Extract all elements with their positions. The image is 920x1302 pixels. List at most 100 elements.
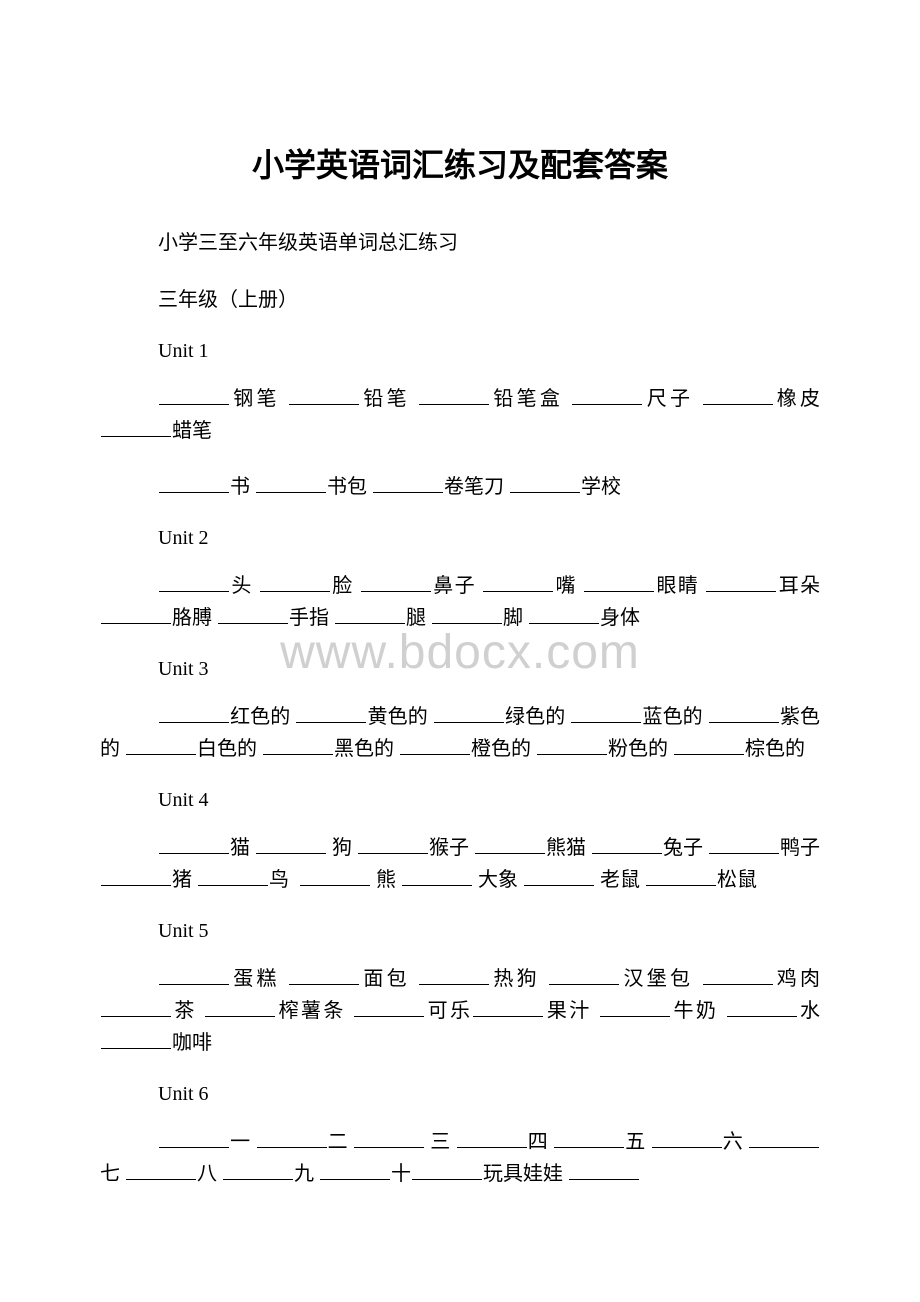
word: 黑色的	[334, 738, 394, 760]
blank-field[interactable]	[198, 885, 268, 886]
blank-field[interactable]	[537, 754, 607, 755]
blank-field[interactable]	[373, 492, 443, 493]
blank-field[interactable]	[101, 885, 171, 886]
blank-field[interactable]	[419, 404, 489, 405]
blank-field[interactable]	[400, 754, 470, 755]
word: 玩具娃娃	[483, 1163, 563, 1185]
blank-field[interactable]	[159, 853, 229, 854]
word-list: 猫 狗 猴子 熊猫 兔子 鸭子 猪 鸟 熊 大象 老鼠 松鼠	[100, 832, 820, 896]
blank-field[interactable]	[402, 885, 472, 886]
blank-field[interactable]	[571, 722, 641, 723]
blank-field[interactable]	[473, 1016, 543, 1017]
blank-field[interactable]	[554, 1147, 624, 1148]
word-list: 红色的 黄色的 绿色的 蓝色的 紫色的 白色的 黑色的 橙色的 粉色的 棕色的	[100, 701, 820, 765]
blank-field[interactable]	[205, 1016, 275, 1017]
blank-field[interactable]	[354, 1016, 424, 1017]
unit-label: Unit 2	[100, 527, 820, 550]
word: 九	[294, 1163, 314, 1185]
blank-field[interactable]	[584, 591, 654, 592]
word: 猪	[172, 869, 192, 891]
blank-field[interactable]	[263, 754, 333, 755]
blank-field[interactable]	[419, 984, 489, 985]
blank-field[interactable]	[218, 623, 288, 624]
blank-field[interactable]	[703, 984, 773, 985]
blank-field[interactable]	[703, 404, 773, 405]
blank-field[interactable]	[510, 492, 580, 493]
blank-field[interactable]	[549, 984, 619, 985]
word: 眼睛	[655, 575, 699, 597]
word: 绿色的	[505, 706, 565, 728]
blank-field[interactable]	[432, 623, 502, 624]
blank-field[interactable]	[749, 1147, 819, 1148]
blank-field[interactable]	[600, 1016, 670, 1017]
word: 茶	[172, 1000, 197, 1022]
blank-field[interactable]	[126, 1179, 196, 1180]
blank-field[interactable]	[354, 1147, 424, 1148]
blank-field[interactable]	[126, 754, 196, 755]
word: 狗	[332, 837, 352, 859]
blank-field[interactable]	[727, 1016, 797, 1017]
word: 松鼠	[717, 869, 757, 891]
word-list: 一 二 三 四 五 六 七 八 九 十玩具娃娃	[100, 1126, 820, 1190]
word: 果汁	[544, 1000, 591, 1022]
word: 黄色的	[367, 706, 427, 728]
blank-field[interactable]	[475, 853, 545, 854]
blank-field[interactable]	[320, 1179, 390, 1180]
unit-label: Unit 3	[100, 658, 820, 681]
word: 鼻子	[432, 575, 476, 597]
word: 棕色的	[745, 738, 805, 760]
blank-field[interactable]	[674, 754, 744, 755]
blank-field[interactable]	[289, 404, 359, 405]
blank-field[interactable]	[260, 591, 330, 592]
word: 可乐	[425, 1000, 472, 1022]
blank-field[interactable]	[159, 722, 229, 723]
blank-field[interactable]	[101, 623, 171, 624]
blank-field[interactable]	[529, 623, 599, 624]
blank-field[interactable]	[335, 623, 405, 624]
word: 三	[430, 1131, 450, 1153]
blank-field[interactable]	[457, 1147, 527, 1148]
blank-field[interactable]	[101, 1016, 171, 1017]
word: 学校	[581, 476, 621, 498]
unit-label: Unit 5	[100, 920, 820, 943]
blank-field[interactable]	[569, 1179, 639, 1180]
blank-field[interactable]	[709, 722, 779, 723]
blank-field[interactable]	[572, 404, 642, 405]
blank-field[interactable]	[652, 1147, 722, 1148]
blank-field[interactable]	[223, 1179, 293, 1180]
blank-field[interactable]	[361, 591, 431, 592]
blank-field[interactable]	[296, 722, 366, 723]
word: 蛋糕	[230, 968, 280, 990]
blank-field[interactable]	[159, 591, 229, 592]
word: 铅笔盒	[490, 388, 563, 410]
blank-field[interactable]	[358, 853, 428, 854]
blank-field[interactable]	[300, 885, 370, 886]
blank-field[interactable]	[257, 1147, 327, 1148]
blank-field[interactable]	[646, 885, 716, 886]
word: 牛奶	[671, 1000, 718, 1022]
blank-field[interactable]	[159, 404, 229, 405]
blank-field[interactable]	[289, 984, 359, 985]
blank-field[interactable]	[592, 853, 662, 854]
blank-field[interactable]	[483, 591, 553, 592]
blank-field[interactable]	[256, 853, 326, 854]
blank-field[interactable]	[101, 1048, 171, 1049]
blank-field[interactable]	[412, 1179, 482, 1180]
grade-label: 三年级（上册）	[100, 283, 820, 312]
blank-field[interactable]	[524, 885, 594, 886]
blank-field[interactable]	[159, 492, 229, 493]
blank-field[interactable]	[709, 853, 779, 854]
blank-field[interactable]	[159, 984, 229, 985]
document-body: 小学英语词汇练习及配套答案 小学三至六年级英语单词总汇练习 三年级（上册） Un…	[100, 140, 820, 1190]
unit-label: Unit 6	[100, 1083, 820, 1106]
blank-field[interactable]	[101, 436, 171, 437]
word: 嘴	[554, 575, 577, 597]
word: 粉色的	[608, 738, 668, 760]
word: 头	[230, 575, 253, 597]
blank-field[interactable]	[434, 722, 504, 723]
blank-field[interactable]	[256, 492, 326, 493]
word-list: 书 书包 卷笔刀 学校	[100, 471, 820, 503]
blank-field[interactable]	[706, 591, 776, 592]
word: 面包	[360, 968, 410, 990]
blank-field[interactable]	[159, 1147, 229, 1148]
